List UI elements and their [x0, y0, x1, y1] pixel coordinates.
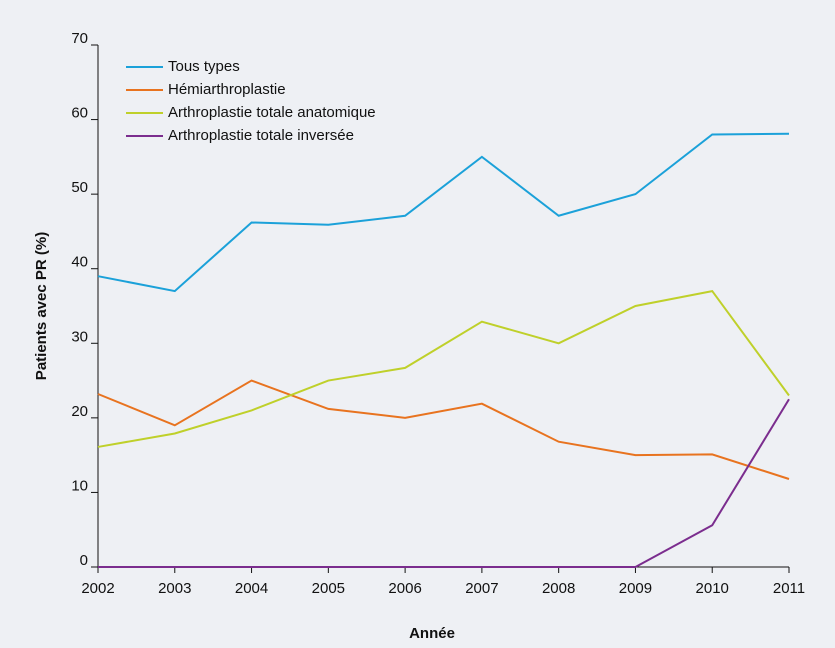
- y-tick-label: 50: [71, 179, 88, 196]
- x-tick-label: 2008: [542, 580, 575, 597]
- x-tick-label: 2002: [81, 580, 114, 597]
- x-tick-label: 2005: [312, 580, 345, 597]
- series-line: [97, 379, 790, 480]
- x-tick-label: 2009: [619, 580, 652, 597]
- y-tick-label: 0: [80, 552, 88, 569]
- series-line: [97, 132, 790, 293]
- x-tick-label: 2004: [235, 580, 268, 597]
- legend-label: Hémiarthroplastie: [168, 81, 286, 98]
- x-tick-label: 2010: [696, 580, 729, 597]
- y-tick-label: 70: [71, 30, 88, 47]
- x-axis-label: Année: [409, 625, 455, 642]
- x-tick-label: 2007: [465, 580, 498, 597]
- y-axis-label: Patients avec PR (%): [33, 232, 50, 380]
- series-line: [98, 398, 790, 568]
- y-tick-label: 20: [71, 403, 88, 420]
- legend-label: Arthroplastie totale inversée: [168, 127, 354, 144]
- y-tick-label: 60: [71, 105, 88, 122]
- legend-label: Arthroplastie totale anatomique: [168, 104, 376, 121]
- x-tick-label: 2003: [158, 580, 191, 597]
- series-line: [97, 289, 790, 448]
- legend-label: Tous types: [168, 58, 240, 75]
- y-tick-label: 10: [71, 477, 88, 494]
- y-tick-label: 40: [71, 254, 88, 271]
- x-tick-label: 2006: [388, 580, 421, 597]
- x-tick-label: 2011: [773, 580, 805, 597]
- y-tick-label: 30: [71, 328, 88, 345]
